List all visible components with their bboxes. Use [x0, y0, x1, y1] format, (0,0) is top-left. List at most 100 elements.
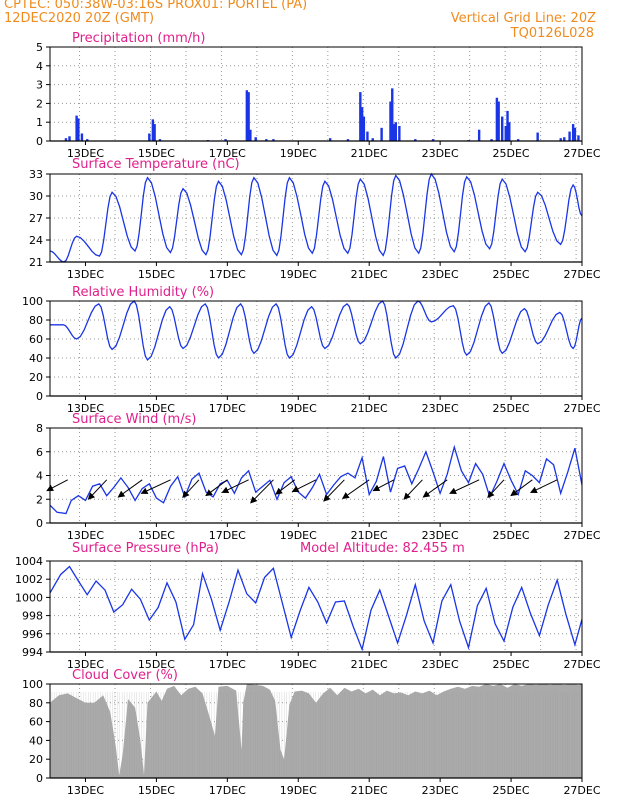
precip-bar [391, 88, 394, 141]
cloud-ytick-label: 0 [36, 772, 43, 785]
pres-series-line [49, 565, 583, 652]
precip-bar [508, 122, 511, 141]
pres-ytick-label: 996 [22, 628, 43, 641]
precip-bar [392, 124, 396, 141]
wind-ytick-label: 6 [36, 446, 43, 459]
precip-bar [148, 133, 151, 141]
cloud-xtick-label: 21DEC [351, 784, 388, 797]
wind-direction-arrow [117, 479, 143, 498]
precip-bar [360, 107, 364, 141]
pres-title: Surface Pressure (hPa) [72, 541, 219, 556]
precip-bar [559, 138, 562, 141]
precip-xtick-label: 27DEC [563, 147, 600, 160]
wind-xtick-label: 19DEC [280, 529, 317, 542]
precip-bar [265, 139, 268, 141]
rh-panel: Relative Humidity (%) 0 20 40 60 80 100 13DEC 15… [22, 285, 601, 415]
wind-xtick-label: 25DEC [493, 529, 530, 542]
rh-xtick-label: 23DEC [422, 402, 459, 415]
wind-direction-arrow [250, 479, 274, 504]
precip-ytick-label: 1 [36, 116, 43, 129]
precip-ytick-label: 2 [36, 97, 43, 110]
precip-xtick-label: 17DEC [209, 147, 246, 160]
precip-bar [398, 125, 401, 141]
pres-xtick-label: 15DEC [138, 658, 175, 671]
temp-xtick-label: 23DEC [422, 268, 459, 281]
rh-xtick-label: 25DEC [493, 402, 530, 415]
precip-bar [414, 139, 417, 141]
precip-ytick-label: 5 [36, 41, 43, 54]
wind-ytick-label: 4 [36, 470, 43, 483]
wind-direction-arrow [487, 479, 505, 499]
pres-xtick-label: 13DEC [67, 658, 104, 671]
wind-direction-arrow [449, 479, 480, 495]
wind-direction-arrow [403, 479, 423, 500]
precip-xtick-label: 13DEC [67, 147, 104, 160]
rh-series-line [50, 299, 583, 361]
precip-bar [431, 139, 435, 141]
wind-direction-arrow [372, 479, 395, 492]
wind-xtick-label: 17DEC [209, 529, 246, 542]
temp-xtick-label: 17DEC [209, 268, 246, 281]
pres-ytick-label: 1000 [15, 591, 43, 604]
temp-xtick-label: 27DEC [563, 268, 600, 281]
temp-ytick-label: 33 [29, 168, 43, 181]
header-grid-line: Vertical Grid Line: 20Z [450, 11, 596, 26]
precip-bar [247, 92, 250, 141]
wind-direction-arrow [140, 479, 171, 495]
precip-bar [328, 138, 332, 141]
precip-ytick-label: 3 [36, 79, 43, 92]
precip-bar [64, 138, 68, 141]
precip-bar [86, 139, 89, 141]
precip-bar [380, 127, 383, 141]
precip-xtick-label: 25DEC [493, 147, 530, 160]
temp-xtick-label: 21DEC [351, 268, 388, 281]
wind-direction-arrow [323, 479, 345, 502]
cloud-xtick-label: 23DEC [422, 784, 459, 797]
rh-ytick-label: 0 [36, 390, 43, 403]
precip-ytick-label: 0 [36, 135, 43, 148]
wind-direction-arrow [529, 479, 558, 494]
rh-xtick-label: 21DEC [351, 402, 388, 415]
temp-ytick-label: 30 [29, 190, 43, 203]
precip-bar [501, 116, 504, 141]
temp-panel: Surface Temperature (nC) 21 24 27 30 33 13DEC 1… [29, 157, 601, 281]
rh-xtick-label: 13DEC [67, 402, 104, 415]
precip-bar [571, 124, 575, 141]
rh-xtick-label: 15DEC [138, 402, 175, 415]
wind-xtick-label: 13DEC [67, 529, 104, 542]
wind-direction-arrow [205, 479, 228, 497]
temp-xtick-label: 25DEC [493, 268, 530, 281]
precip-bar [153, 124, 156, 141]
wind-panel: Surface Wind (m/s) 0 2 4 6 8 13DEC 15DEC 17DEC 19… [36, 412, 601, 542]
header-model-id: TQ0126L028 [510, 26, 594, 41]
precip-bar [272, 139, 275, 141]
precip-panel: Precipitation (mm/h) 0 1 2 3 4 5 13DEC 15DEC 17DE… [36, 31, 601, 160]
temp-series-line [49, 172, 583, 263]
cloud-xtick-label: 27DEC [563, 784, 600, 797]
wind-xtick-label: 21DEC [351, 529, 388, 542]
cloud-panel: Cloud Cover (%) 0 20 40 60 80 100 13DEC 15DEC 17D… [22, 668, 601, 797]
pres-ytick-label: 994 [22, 646, 43, 659]
pres-xtick-label: 21DEC [351, 658, 388, 671]
precip-bar [359, 92, 362, 141]
cloud-title: Cloud Cover (%) [72, 668, 178, 683]
cloud-xtick-label: 13DEC [67, 784, 104, 797]
wind-direction-arrow [87, 479, 108, 500]
cloud-xtick-label: 15DEC [138, 784, 175, 797]
temp-ytick-label: 27 [29, 212, 43, 225]
precip-bar [536, 132, 539, 141]
temp-ytick-label: 21 [29, 256, 43, 269]
precip-bar [245, 90, 249, 141]
cloud-ytick-label: 40 [29, 734, 43, 747]
pres-ytick-label: 998 [22, 610, 43, 623]
wind-ytick-label: 8 [36, 422, 43, 435]
wind-direction-arrow [422, 479, 448, 498]
precip-bar [497, 101, 500, 141]
precip-bar [577, 135, 580, 141]
wind-ytick-label: 2 [36, 493, 43, 506]
precip-bar [158, 139, 162, 141]
precip-ytick-label: 4 [36, 60, 43, 73]
wind-ytick-label: 0 [36, 517, 43, 530]
rh-ytick-label: 40 [29, 352, 43, 365]
